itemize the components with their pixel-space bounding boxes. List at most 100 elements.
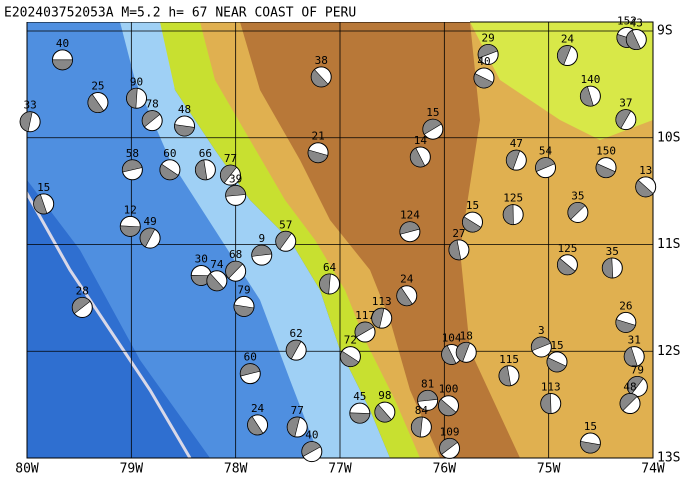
depth-label: 24 (400, 273, 414, 286)
beachball (285, 339, 307, 361)
beachball-quadrant (456, 342, 471, 363)
beachball-quadrant (540, 393, 552, 414)
depth-label: 68 (229, 248, 242, 261)
beachball-quadrant (319, 273, 331, 295)
x-tick-label: 78W (224, 462, 248, 477)
beachball (141, 110, 163, 132)
beachball-quadrant (122, 159, 143, 173)
depth-label: 84 (415, 404, 429, 417)
beachball (473, 67, 495, 89)
x-tick-label: 77W (328, 462, 352, 477)
beachball-quadrant (374, 404, 392, 423)
depth-label: 79 (631, 363, 644, 376)
depth-label: 77 (291, 404, 304, 417)
beachball (119, 215, 141, 237)
beachball (286, 416, 308, 438)
beachball-quadrant (498, 365, 512, 387)
beachball-quadrant (396, 287, 413, 306)
beachball (567, 201, 589, 223)
beachball (498, 365, 520, 387)
beachball (438, 395, 460, 417)
depth-label: 13 (639, 164, 652, 177)
beachball-quadrant (139, 227, 156, 248)
beachball (615, 109, 637, 131)
beachball (448, 239, 470, 261)
beachball-quadrant (417, 390, 438, 402)
depth-label: 40 (477, 55, 490, 68)
beachball-quadrant (626, 30, 641, 50)
beachball-quadrant (19, 111, 33, 132)
beachball-quadrant (602, 257, 614, 279)
beachball (502, 204, 524, 226)
beachball (87, 92, 109, 114)
beachball (462, 211, 484, 233)
beachball-quadrant (462, 216, 482, 233)
beachball (51, 49, 73, 71)
beachball-quadrant (174, 124, 195, 137)
depth-label: 78 (146, 98, 159, 111)
depth-label: 35 (571, 189, 584, 202)
beachball-quadrant (635, 179, 654, 198)
depth-label: 60 (244, 351, 257, 364)
beachball-quadrant (349, 412, 371, 424)
beachball (33, 193, 55, 215)
depth-label: 77 (224, 152, 237, 165)
beachball-quadrant (310, 69, 329, 88)
beachball (310, 66, 332, 88)
depth-label: 152 (617, 14, 637, 27)
beachball (371, 307, 393, 329)
depth-label: 150 (596, 145, 616, 158)
depth-label: 25 (91, 80, 104, 93)
beachball-quadrant (142, 110, 161, 128)
depth-label: 29 (482, 31, 495, 44)
depth-label: 100 (439, 383, 459, 396)
beachball (233, 295, 255, 317)
depth-label: 28 (76, 284, 89, 297)
beachball-quadrant (627, 376, 644, 395)
depth-label: 113 (541, 381, 561, 394)
depth-label: 33 (24, 99, 37, 112)
beachball-quadrant (52, 59, 73, 71)
beachball (615, 311, 637, 333)
beachball-quadrant (567, 202, 586, 220)
depth-label: 12 (124, 203, 137, 216)
beachball (455, 341, 477, 363)
beachball (505, 149, 527, 171)
beachball (530, 336, 552, 358)
depth-label: 9 (258, 232, 265, 245)
depth-label: 48 (178, 103, 191, 116)
beachball (439, 437, 461, 459)
beachball-quadrant (126, 87, 138, 109)
y-tick-label: 9S (657, 24, 673, 39)
beachball (477, 43, 499, 65)
depth-label: 66 (199, 147, 212, 160)
beachball-quadrant (307, 149, 329, 163)
beachball (354, 321, 376, 343)
y-tick-label: 12S (657, 344, 680, 359)
beachball-quadrant (195, 159, 208, 181)
depth-label: 79 (237, 283, 250, 296)
beachball-quadrant (619, 393, 638, 412)
depth-label: 109 (440, 425, 460, 438)
depth-label: 24 (561, 33, 575, 46)
beachball (579, 85, 601, 107)
beachball (225, 260, 247, 282)
beachball (139, 227, 161, 249)
beachball (595, 157, 617, 179)
beachball-quadrant (557, 257, 576, 275)
depth-label: 21 (311, 130, 324, 143)
beachball-quadrant (439, 438, 458, 455)
beachball (247, 414, 269, 436)
depth-label: 26 (619, 299, 632, 312)
beachball-quadrant (287, 416, 301, 438)
x-tick-label: 76W (433, 462, 457, 477)
depth-label: 64 (323, 261, 337, 274)
depth-label: 30 (195, 252, 208, 265)
beachball-quadrant (247, 416, 264, 436)
beachball-quadrant (159, 163, 179, 181)
beachball (546, 351, 568, 373)
beachball (625, 29, 647, 51)
beachball-quadrant (340, 350, 360, 367)
beachball-quadrant (275, 231, 293, 250)
slope (27, 22, 330, 458)
